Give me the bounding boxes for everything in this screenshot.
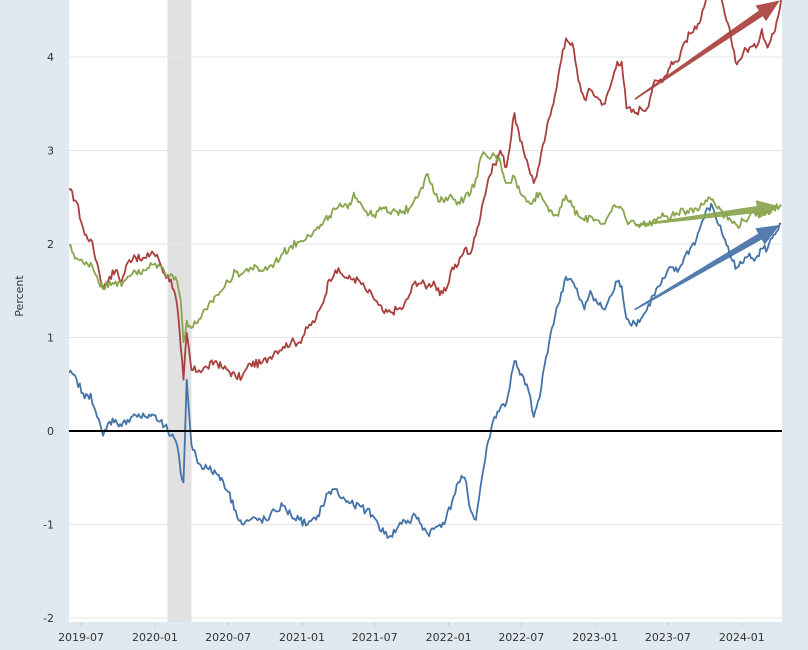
trend-arrows bbox=[634, 0, 780, 311]
x-tick-label: 2021-01 bbox=[279, 631, 325, 644]
x-tick-label: 2024-01 bbox=[719, 631, 765, 644]
x-tick-label: 2021-07 bbox=[352, 631, 398, 644]
recession-bands bbox=[167, 0, 192, 622]
series-line bbox=[69, 202, 782, 539]
y-tick-label: 4 bbox=[47, 51, 54, 64]
series-lines bbox=[69, 0, 782, 539]
x-tick-label: 2022-01 bbox=[426, 631, 472, 644]
x-tick-label: 2023-01 bbox=[572, 631, 618, 644]
y-tick-label: 1 bbox=[47, 332, 54, 345]
series-line bbox=[69, 0, 782, 382]
y-tick-label: 2 bbox=[47, 238, 54, 251]
trend-arrow bbox=[634, 200, 780, 227]
x-tick-label: 2020-07 bbox=[205, 631, 251, 644]
x-axis-ticks: 2019-07 2020-01 2020-07 2021-01 2021-07 2022-… bbox=[58, 622, 765, 644]
y-tick-label: -1 bbox=[43, 519, 54, 532]
y-tick-label: -2 bbox=[43, 612, 54, 625]
trend-arrow bbox=[634, 0, 780, 100]
trend-arrow bbox=[634, 224, 780, 311]
x-tick-label: 2022-07 bbox=[498, 631, 544, 644]
y-tick-label: 3 bbox=[47, 145, 54, 158]
y-axis-title: Percent bbox=[13, 275, 26, 317]
y-tick-label: 0 bbox=[47, 425, 54, 438]
y-axis-ticks: -2 -1 0 1 2 3 4 bbox=[43, 51, 54, 625]
x-tick-label: 2020-01 bbox=[132, 631, 178, 644]
series-line bbox=[69, 151, 782, 344]
x-tick-label: 2019-07 bbox=[58, 631, 104, 644]
x-tick-label: 2023-07 bbox=[645, 631, 691, 644]
recession-band bbox=[167, 0, 192, 622]
